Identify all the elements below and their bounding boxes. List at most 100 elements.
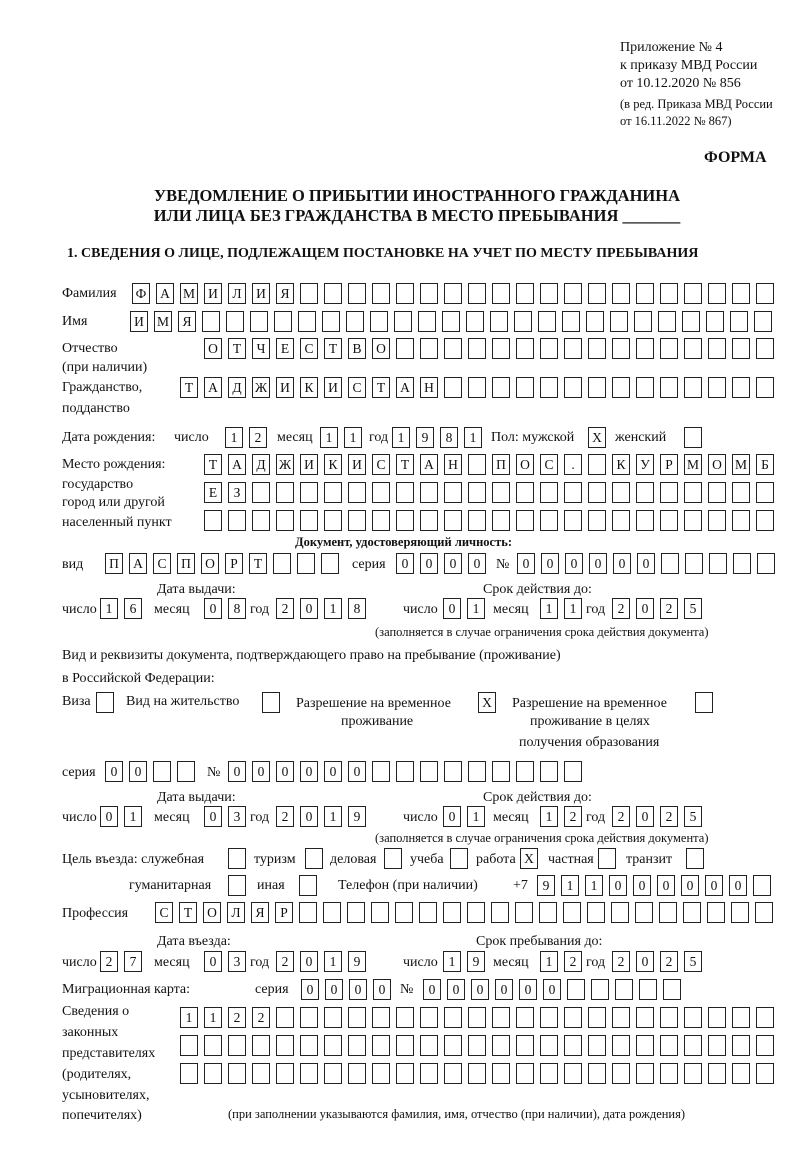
char-box-birthplace-line1[interactable]: Д: [252, 454, 270, 475]
char-box-birthplace-line2[interactable]: [636, 482, 654, 503]
char-box-id_doc-issue-day[interactable]: 6: [124, 598, 142, 619]
char-box-id_doc-valid-day[interactable]: 0: [443, 598, 461, 619]
char-box-surname[interactable]: [348, 283, 366, 304]
char-box-birthplace-line2[interactable]: [612, 482, 630, 503]
char-box-id_doc-number[interactable]: 0: [565, 553, 583, 574]
char-box-representatives-line2[interactable]: [276, 1035, 294, 1056]
char-box-birthplace-line2[interactable]: [396, 482, 414, 503]
char-box-citizenship[interactable]: [540, 377, 558, 398]
char-box-surname[interactable]: [732, 283, 750, 304]
char-box-citizenship[interactable]: И: [324, 377, 342, 398]
char-box-representatives-line3[interactable]: [732, 1063, 750, 1084]
char-box-representatives-line2[interactable]: [420, 1035, 438, 1056]
char-box-representatives-line3[interactable]: [756, 1063, 774, 1084]
char-box-id_doc-number[interactable]: 0: [613, 553, 631, 574]
char-box-birth-day[interactable]: 2: [249, 427, 267, 448]
char-box-patronymic[interactable]: [756, 338, 774, 359]
char-box-birthplace-line2[interactable]: [684, 482, 702, 503]
char-box-representatives-line1[interactable]: [516, 1007, 534, 1028]
char-box-profession[interactable]: [299, 902, 317, 923]
char-box-permit-number[interactable]: [468, 761, 486, 782]
char-box-surname[interactable]: Ф: [132, 283, 150, 304]
char-box-id_doc-number[interactable]: [661, 553, 679, 574]
checkbox-permit-temp_edu[interactable]: [695, 692, 713, 713]
char-box-representatives-line2[interactable]: [228, 1035, 246, 1056]
char-box-profession[interactable]: [707, 902, 725, 923]
char-box-citizenship[interactable]: А: [396, 377, 414, 398]
char-box-birthplace-line1[interactable]: С: [372, 454, 390, 475]
char-box-birthplace-line3[interactable]: [732, 510, 750, 531]
char-box-patronymic[interactable]: [660, 338, 678, 359]
char-box-permit-issue-year[interactable]: 0: [300, 806, 318, 827]
char-box-migration_card-series[interactable]: 0: [325, 979, 343, 1000]
char-box-surname[interactable]: [300, 283, 318, 304]
char-box-patronymic[interactable]: [684, 338, 702, 359]
char-box-representatives-line3[interactable]: [372, 1063, 390, 1084]
char-box-birthplace-line3[interactable]: [756, 510, 774, 531]
char-box-birth-month[interactable]: 1: [344, 427, 362, 448]
char-box-profession[interactable]: Р: [275, 902, 293, 923]
char-box-birthplace-line2[interactable]: [444, 482, 462, 503]
char-box-birthplace-line1[interactable]: И: [348, 454, 366, 475]
char-box-birthplace-line1[interactable]: [468, 454, 486, 475]
char-box-representatives-line1[interactable]: [396, 1007, 414, 1028]
char-box-phone[interactable]: [753, 875, 771, 896]
char-box-citizenship[interactable]: Н: [420, 377, 438, 398]
checkbox-purpose-tourism[interactable]: [305, 848, 323, 869]
char-box-representatives-line2[interactable]: [684, 1035, 702, 1056]
char-box-name[interactable]: [658, 311, 676, 332]
char-box-profession[interactable]: С: [155, 902, 173, 923]
char-box-migration_card-number[interactable]: [567, 979, 585, 1000]
char-box-citizenship[interactable]: [588, 377, 606, 398]
char-box-phone[interactable]: 1: [561, 875, 579, 896]
char-box-permit-number[interactable]: 0: [276, 761, 294, 782]
char-box-patronymic[interactable]: [396, 338, 414, 359]
char-box-citizenship[interactable]: [756, 377, 774, 398]
char-box-id_doc-issue-day[interactable]: 1: [100, 598, 118, 619]
char-box-profession[interactable]: [683, 902, 701, 923]
char-box-name[interactable]: [610, 311, 628, 332]
char-box-citizenship[interactable]: И: [276, 377, 294, 398]
char-box-birthplace-line2[interactable]: [756, 482, 774, 503]
char-box-permit-valid-year[interactable]: 2: [612, 806, 630, 827]
char-box-id_doc-number[interactable]: [709, 553, 727, 574]
char-box-birthplace-line1[interactable]: К: [612, 454, 630, 475]
char-box-birthplace-line3[interactable]: [348, 510, 366, 531]
char-box-citizenship[interactable]: [708, 377, 726, 398]
char-box-birthplace-line2[interactable]: [540, 482, 558, 503]
char-box-citizenship[interactable]: А: [204, 377, 222, 398]
char-box-representatives-line2[interactable]: [660, 1035, 678, 1056]
char-box-phone[interactable]: 0: [609, 875, 627, 896]
checkbox-purpose-humanitarian[interactable]: [228, 875, 246, 896]
char-box-representatives-line1[interactable]: [420, 1007, 438, 1028]
char-box-citizenship[interactable]: С: [348, 377, 366, 398]
checkbox-permit-residence_permit[interactable]: [262, 692, 280, 713]
char-box-migration_card-number[interactable]: [663, 979, 681, 1000]
char-box-representatives-line2[interactable]: [324, 1035, 342, 1056]
char-box-birthplace-line2[interactable]: Е: [204, 482, 222, 503]
char-box-birth-year[interactable]: 9: [416, 427, 434, 448]
char-box-birthplace-line3[interactable]: [324, 510, 342, 531]
char-box-surname[interactable]: [420, 283, 438, 304]
checkbox-purpose-other[interactable]: [299, 875, 317, 896]
char-box-representatives-line2[interactable]: [348, 1035, 366, 1056]
char-box-profession[interactable]: Т: [179, 902, 197, 923]
char-box-patronymic[interactable]: [636, 338, 654, 359]
char-box-birthplace-line3[interactable]: [516, 510, 534, 531]
char-box-patronymic[interactable]: Ч: [252, 338, 270, 359]
char-box-representatives-line1[interactable]: [372, 1007, 390, 1028]
char-box-citizenship[interactable]: [636, 377, 654, 398]
char-box-stay-day[interactable]: 9: [467, 951, 485, 972]
char-box-birthplace-line1[interactable]: [588, 454, 606, 475]
char-box-representatives-line1[interactable]: 2: [228, 1007, 246, 1028]
char-box-profession[interactable]: Я: [251, 902, 269, 923]
char-box-surname[interactable]: [684, 283, 702, 304]
char-box-patronymic[interactable]: [612, 338, 630, 359]
char-box-id_doc-series[interactable]: 0: [420, 553, 438, 574]
char-box-patronymic[interactable]: [420, 338, 438, 359]
char-box-representatives-line1[interactable]: [300, 1007, 318, 1028]
char-box-patronymic[interactable]: [492, 338, 510, 359]
char-box-profession[interactable]: [347, 902, 365, 923]
char-box-permit-valid-year[interactable]: 5: [684, 806, 702, 827]
char-box-citizenship[interactable]: Т: [372, 377, 390, 398]
